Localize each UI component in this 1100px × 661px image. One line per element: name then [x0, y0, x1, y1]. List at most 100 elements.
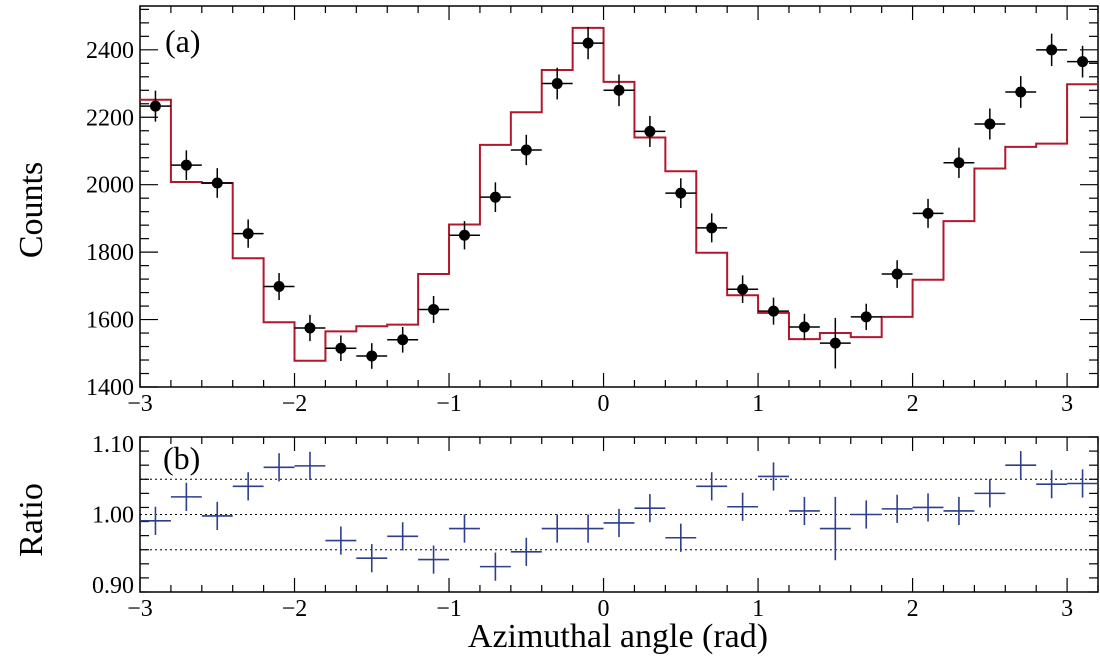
ratio-y-axis-title: Ratio — [13, 483, 50, 557]
data-point — [294, 314, 326, 342]
ratio-point — [294, 451, 326, 480]
ratio-point — [912, 493, 944, 522]
ratio-point — [850, 500, 882, 529]
ratio-point — [881, 494, 913, 523]
data-marker — [366, 350, 378, 362]
ratio-point — [696, 472, 728, 501]
x-tick-label: 1 — [752, 391, 764, 417]
y-tick-label: 1.10 — [92, 432, 134, 458]
data-point — [974, 108, 1006, 140]
data-marker — [891, 268, 903, 280]
data-marker — [613, 84, 625, 96]
ratio-point — [1067, 469, 1098, 498]
panel-label-a: (a) — [165, 23, 201, 59]
data-marker — [675, 187, 687, 199]
ratio-point — [170, 482, 202, 511]
ratio-point — [727, 492, 759, 521]
ratio-point — [665, 523, 697, 552]
x-tick-label: 2 — [907, 391, 919, 417]
ratio-point — [510, 537, 542, 566]
data-point — [510, 134, 542, 166]
ratio-point — [1036, 470, 1068, 499]
panel-label-b: (b) — [163, 440, 200, 476]
ratio-point — [541, 514, 573, 543]
data-point — [912, 198, 944, 228]
x-tick-label: −2 — [282, 596, 308, 622]
ratio-point — [232, 472, 264, 501]
y-tick-label: 0.90 — [92, 573, 134, 599]
data-point — [356, 343, 388, 369]
counts-y-axis-title: Counts — [13, 162, 50, 258]
x-tick-label: −2 — [282, 391, 308, 417]
data-point — [232, 219, 264, 248]
counts-axis-ticks — [139, 6, 1099, 388]
ratio-point — [140, 506, 171, 535]
y-tick-label: 2200 — [86, 105, 134, 131]
x-tick-label: −1 — [436, 391, 462, 417]
x-tick-label: −3 — [127, 391, 153, 417]
ratio-point — [387, 522, 419, 551]
data-point — [325, 335, 357, 362]
counts-plot-frame — [139, 5, 1099, 388]
data-marker — [798, 321, 810, 333]
ratio-point — [974, 479, 1006, 508]
y-tick-label: 2400 — [86, 38, 134, 64]
data-marker — [242, 228, 254, 240]
ratio-point — [603, 508, 635, 538]
data-point — [479, 182, 511, 213]
y-tick-label: 1400 — [86, 375, 134, 401]
data-point — [418, 295, 450, 323]
data-point — [572, 26, 604, 60]
counts-tick-labels: −3 −2 −1 0 1 2 3 1400 1600 1800 2000 2200 2400 — [86, 38, 1073, 417]
y-tick-label: 1800 — [86, 240, 134, 266]
ratio-point — [449, 514, 480, 543]
data-marker — [273, 281, 285, 293]
data-marker — [211, 177, 223, 189]
data-point — [943, 147, 975, 178]
data-point — [140, 90, 171, 122]
ratio-point — [788, 496, 820, 526]
data-marker — [520, 144, 532, 156]
data-point — [881, 260, 913, 288]
x-tick-label: 0 — [598, 391, 610, 417]
data-marker — [984, 118, 996, 130]
data-marker — [768, 305, 780, 317]
y-tick-label: 2000 — [86, 173, 134, 199]
data-marker — [1046, 44, 1058, 56]
data-marker — [149, 100, 161, 112]
counts-panel: −3 −2 −1 0 1 2 3 1400 1600 1800 2000 2200 2400 (a) C… — [13, 5, 1099, 417]
data-point — [201, 168, 233, 198]
data-marker — [922, 207, 934, 219]
data-marker — [860, 311, 872, 323]
ratio-point — [263, 453, 295, 482]
data-marker — [458, 229, 470, 241]
data-marker — [706, 222, 718, 234]
data-point — [1067, 45, 1098, 78]
ratio-point — [325, 526, 357, 555]
y-tick-label: 1.00 — [92, 503, 134, 529]
data-point — [850, 303, 882, 331]
data-point — [819, 317, 851, 369]
data-marker — [1015, 86, 1027, 98]
data-point — [449, 221, 480, 250]
x-tick-label: 3 — [1061, 391, 1073, 417]
ratio-points — [140, 451, 1098, 581]
data-marker — [304, 322, 316, 334]
ratio-point — [418, 545, 450, 574]
data-marker — [953, 157, 965, 169]
data-marker — [489, 191, 501, 203]
data-marker — [829, 337, 841, 349]
data-point — [541, 67, 573, 100]
data-marker — [737, 283, 749, 295]
ratio-point — [201, 501, 233, 530]
data-marker — [644, 125, 656, 137]
data-point — [387, 326, 419, 353]
data-marker — [1077, 56, 1089, 68]
data-point — [170, 150, 202, 180]
ratio-tick-labels: −3 −2 −1 0 1 2 3 0.90 1.00 1.10 — [92, 432, 1073, 622]
x-axis-title: Azimuthal angle (rad) — [468, 618, 768, 655]
x-tick-label: 2 — [907, 596, 919, 622]
x-tick-label: −3 — [127, 596, 153, 622]
x-tick-label: 0 — [598, 596, 610, 622]
